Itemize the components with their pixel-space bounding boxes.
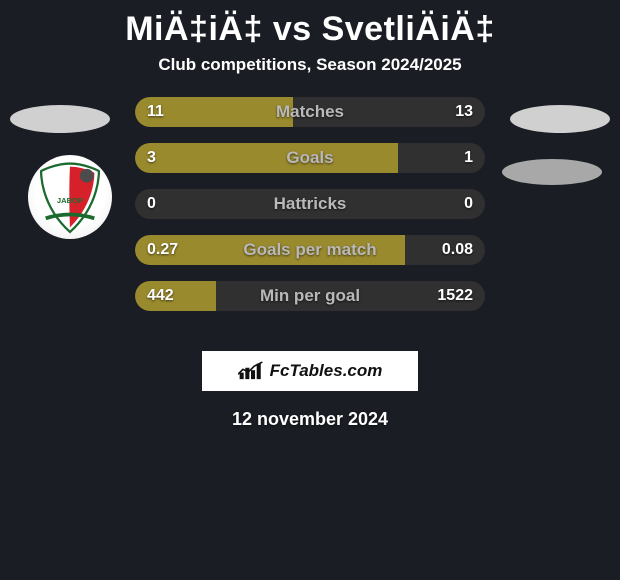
stat-right-value: 0.08 [442,235,473,265]
stat-label: Goals [135,143,485,173]
right-placeholder-ellipse-1 [510,105,610,133]
stat-bar-row: 11Matches13 [135,97,485,127]
stat-bar-row: 0Hattricks0 [135,189,485,219]
stat-right-value: 1522 [437,281,473,311]
comparison-subtitle: Club competitions, Season 2024/2025 [0,55,620,75]
comparison-title: MiÄ‡iÄ‡ vs SvetliÄiÄ‡ [0,0,620,49]
brand-text: FcTables.com [270,361,383,381]
stat-bar-row: 0.27Goals per match0.08 [135,235,485,265]
svg-text:JABOP: JABOP [57,196,83,205]
club-logo-svg: JABOP [32,159,108,235]
stat-label: Hattricks [135,189,485,219]
right-placeholder-ellipse-2 [502,159,602,185]
stat-bar-row: 442Min per goal1522 [135,281,485,311]
stat-bars: 11Matches13 3Goals1 0Hattricks0 0.27Goals p… [135,97,485,327]
stat-label: Min per goal [135,281,485,311]
stat-right-value: 0 [464,189,473,219]
stat-label: Matches [135,97,485,127]
bar-chart-icon [238,361,264,381]
stat-right-value: 1 [464,143,473,173]
left-placeholder-ellipse-1 [10,105,110,133]
snapshot-date: 12 november 2024 [0,409,620,430]
club-logo: JABOP [28,155,112,239]
brand-box[interactable]: FcTables.com [202,351,418,391]
stat-bar-row: 3Goals1 [135,143,485,173]
comparison-body: JABOP 11Matches133Goals10Hattricks00.27G… [0,105,620,335]
stat-label: Goals per match [135,235,485,265]
stat-right-value: 13 [455,97,473,127]
